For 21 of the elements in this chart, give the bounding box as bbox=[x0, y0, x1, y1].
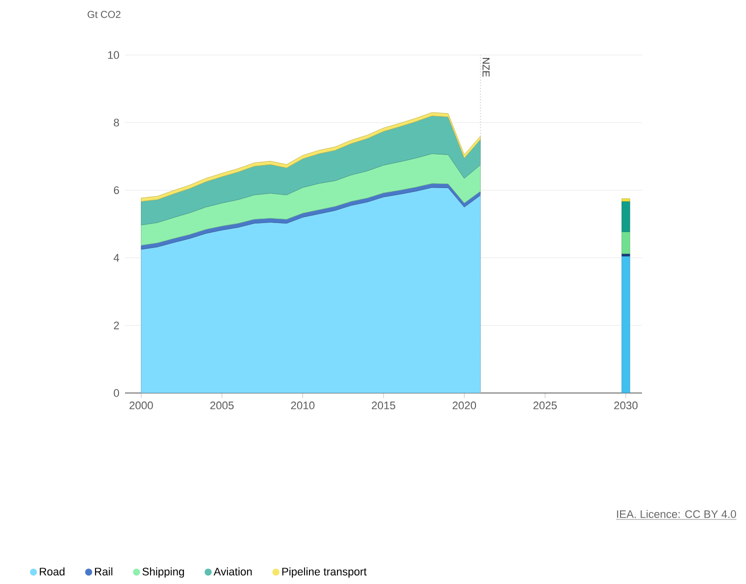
y-tick-label: 0 bbox=[114, 389, 120, 397]
x-tick-label: 2015 bbox=[372, 402, 396, 410]
legend-label: Aviation bbox=[214, 567, 252, 576]
legend-label: Pipeline transport bbox=[282, 567, 367, 578]
legend-label: Road bbox=[40, 567, 64, 576]
ref-line-label: NZE bbox=[482, 58, 490, 77]
x-tick-label: 2005 bbox=[210, 402, 234, 410]
x-tick-label: 2020 bbox=[452, 402, 476, 410]
x-tick-label: 2000 bbox=[130, 402, 153, 410]
y-tick-label: 2 bbox=[114, 322, 119, 330]
y-tick-label: 10 bbox=[108, 51, 120, 59]
x-tick-label: 2030 bbox=[614, 402, 638, 410]
y-axis-title: Gt CO2 bbox=[88, 10, 120, 18]
text: IEA. Licence: CC BY 4.0 bbox=[617, 510, 736, 518]
x-tick-label: 2010 bbox=[291, 402, 314, 410]
legend-label: Shipping bbox=[142, 567, 184, 578]
y-tick-label: 6 bbox=[114, 186, 119, 194]
y-tick-label: 8 bbox=[114, 118, 119, 126]
y-tick-label: 4 bbox=[114, 254, 120, 262]
x-tick-label: 2025 bbox=[533, 402, 557, 410]
legend-label: Rail bbox=[95, 567, 112, 576]
